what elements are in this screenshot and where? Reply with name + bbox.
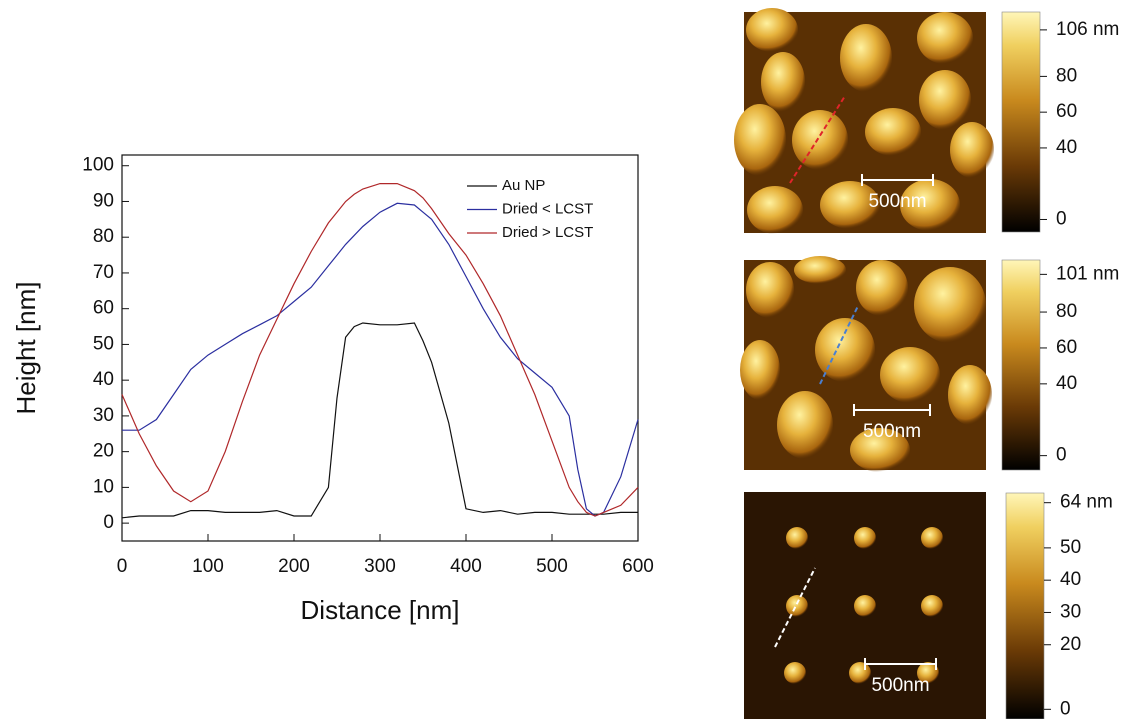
x-tick-label: 600	[622, 556, 654, 577]
scale-bar-label: 500nm	[871, 675, 929, 696]
afm-image	[740, 256, 992, 472]
x-tick-label: 200	[278, 556, 310, 577]
colorbar-label: 80	[1056, 301, 1077, 322]
series-line	[121, 183, 639, 517]
colorbar	[1005, 492, 1045, 719]
series-line	[122, 202, 639, 517]
series-line	[121, 322, 638, 519]
colorbar-label: 101 nm	[1056, 263, 1119, 284]
y-tick-label: 50	[93, 333, 114, 354]
colorbar-label: 80	[1056, 65, 1077, 86]
scale-bar-label: 500nm	[868, 191, 926, 212]
y-tick-label: 80	[93, 226, 114, 247]
colorbar-label: 0	[1060, 698, 1071, 719]
x-tick-label: 400	[450, 556, 482, 577]
colorbar-label: 64 nm	[1060, 492, 1113, 513]
y-tick-label: 20	[93, 441, 114, 462]
x-tick-label: 0	[117, 556, 128, 577]
colorbar-label: 0	[1056, 445, 1067, 466]
colorbar-label: 60	[1056, 101, 1077, 122]
y-tick-label: 100	[82, 155, 114, 176]
afm-image	[734, 8, 994, 234]
legend-label: Dried > LCST	[502, 224, 593, 241]
colorbar-label: 0	[1056, 208, 1067, 229]
x-tick-label: 100	[192, 556, 224, 577]
legend-label: Dried < LCST	[502, 200, 593, 217]
colorbar-label: 20	[1060, 634, 1081, 655]
y-axis-label: Height [nm]	[11, 282, 41, 415]
y-tick-label: 60	[93, 298, 114, 319]
scale-bar	[864, 658, 937, 670]
profile-line	[819, 305, 859, 385]
scale-bar	[853, 404, 931, 416]
colorbar-label: 40	[1056, 137, 1077, 158]
colorbar-label: 40	[1060, 569, 1081, 590]
colorbar-label: 30	[1060, 601, 1081, 622]
colorbar-label: 60	[1056, 337, 1077, 358]
x-tick-label: 500	[536, 556, 568, 577]
y-tick-label: 70	[93, 262, 114, 283]
x-tick-label: 300	[364, 556, 396, 577]
afm-image	[744, 492, 986, 719]
colorbar	[1001, 259, 1041, 471]
colorbar-label: 50	[1060, 537, 1081, 558]
scale-bar-label: 500nm	[863, 421, 921, 442]
colorbar-label: 106 nm	[1056, 19, 1119, 40]
colorbar	[1001, 11, 1041, 233]
y-tick-label: 10	[93, 476, 114, 497]
colorbar-label: 40	[1056, 373, 1077, 394]
y-tick-label: 40	[93, 369, 114, 390]
legend-label: Au NP	[502, 177, 545, 194]
profile-line	[774, 567, 816, 648]
scale-bar	[861, 174, 934, 186]
y-tick-label: 90	[93, 190, 114, 211]
x-axis-label: Distance [nm]	[301, 595, 460, 625]
profile-line	[789, 95, 846, 184]
y-tick-label: 0	[103, 512, 114, 533]
y-tick-label: 30	[93, 405, 114, 426]
